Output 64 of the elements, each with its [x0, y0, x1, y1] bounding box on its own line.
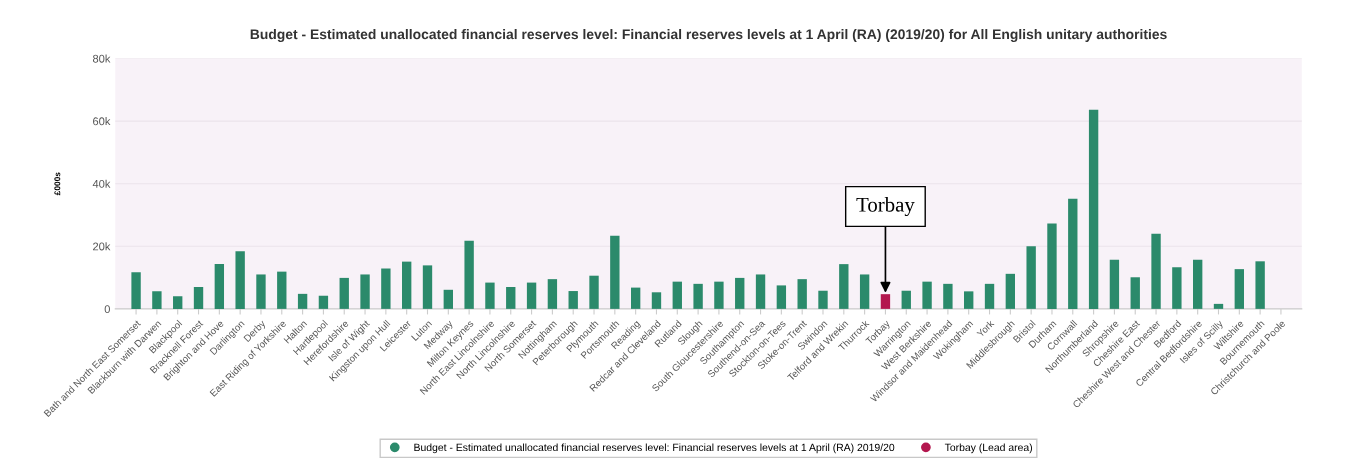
y-tick-label: 40k	[92, 179, 111, 188]
bar	[630, 287, 641, 309]
bar	[1172, 267, 1182, 309]
bar	[818, 290, 828, 309]
bar	[964, 291, 974, 309]
bar	[984, 283, 995, 309]
bar	[402, 261, 412, 309]
bar	[943, 283, 953, 309]
bar	[1193, 259, 1203, 309]
bar	[735, 277, 745, 309]
bar	[1109, 259, 1120, 309]
bar	[776, 285, 787, 309]
bar	[922, 281, 932, 309]
bar	[193, 286, 204, 309]
bar	[755, 274, 766, 309]
bar	[381, 268, 391, 309]
bar	[173, 296, 183, 309]
bar	[1047, 223, 1057, 309]
chart-title: Budget - Estimated unallocated financial reserves level: Financial reserves levels at 1 April (RA) (2019/20) for All English unitary authorities	[250, 28, 1167, 42]
y-tick-label: 80k	[92, 54, 111, 63]
bar	[214, 264, 225, 309]
y-tick-label: 0	[104, 305, 110, 314]
bar	[714, 281, 724, 309]
bar	[568, 291, 578, 309]
bar	[547, 279, 558, 309]
bar	[318, 295, 329, 309]
bar	[1088, 109, 1099, 309]
annotation: Torbay	[856, 197, 915, 217]
bar	[422, 265, 433, 309]
legend-label: Budget - Estimated unallocated financial reserves level: Financial reserves levels at 1 April (RA) 2019/20	[414, 443, 895, 454]
bar	[1130, 277, 1140, 309]
bar	[1234, 269, 1244, 309]
y-tick-label: 20k	[93, 242, 111, 251]
bar	[651, 292, 662, 309]
bar	[797, 279, 807, 309]
bar	[131, 272, 141, 309]
bar	[256, 274, 266, 309]
bar	[464, 240, 474, 309]
bar	[610, 235, 620, 309]
bar	[1026, 246, 1036, 309]
y-axis-title: £000s	[54, 172, 61, 196]
bar	[1255, 261, 1265, 309]
legend-label: Torbay (Lead area)	[944, 443, 1033, 454]
bar	[839, 264, 849, 309]
bar	[360, 274, 370, 309]
bar	[485, 282, 495, 309]
bar	[443, 289, 453, 309]
bar	[1213, 303, 1224, 309]
bar	[297, 293, 308, 309]
bar	[277, 271, 287, 309]
bar	[1151, 233, 1161, 309]
bar	[339, 277, 349, 309]
bar	[1068, 198, 1078, 309]
bar	[859, 274, 870, 309]
bar	[1005, 273, 1016, 309]
bar	[152, 291, 162, 309]
bar	[672, 281, 682, 309]
bar	[506, 286, 516, 309]
bar	[693, 283, 703, 309]
bar	[526, 282, 537, 309]
bar	[235, 251, 245, 309]
bar	[901, 290, 911, 309]
y-tick-label: 60k	[93, 117, 111, 126]
bar	[589, 275, 599, 309]
